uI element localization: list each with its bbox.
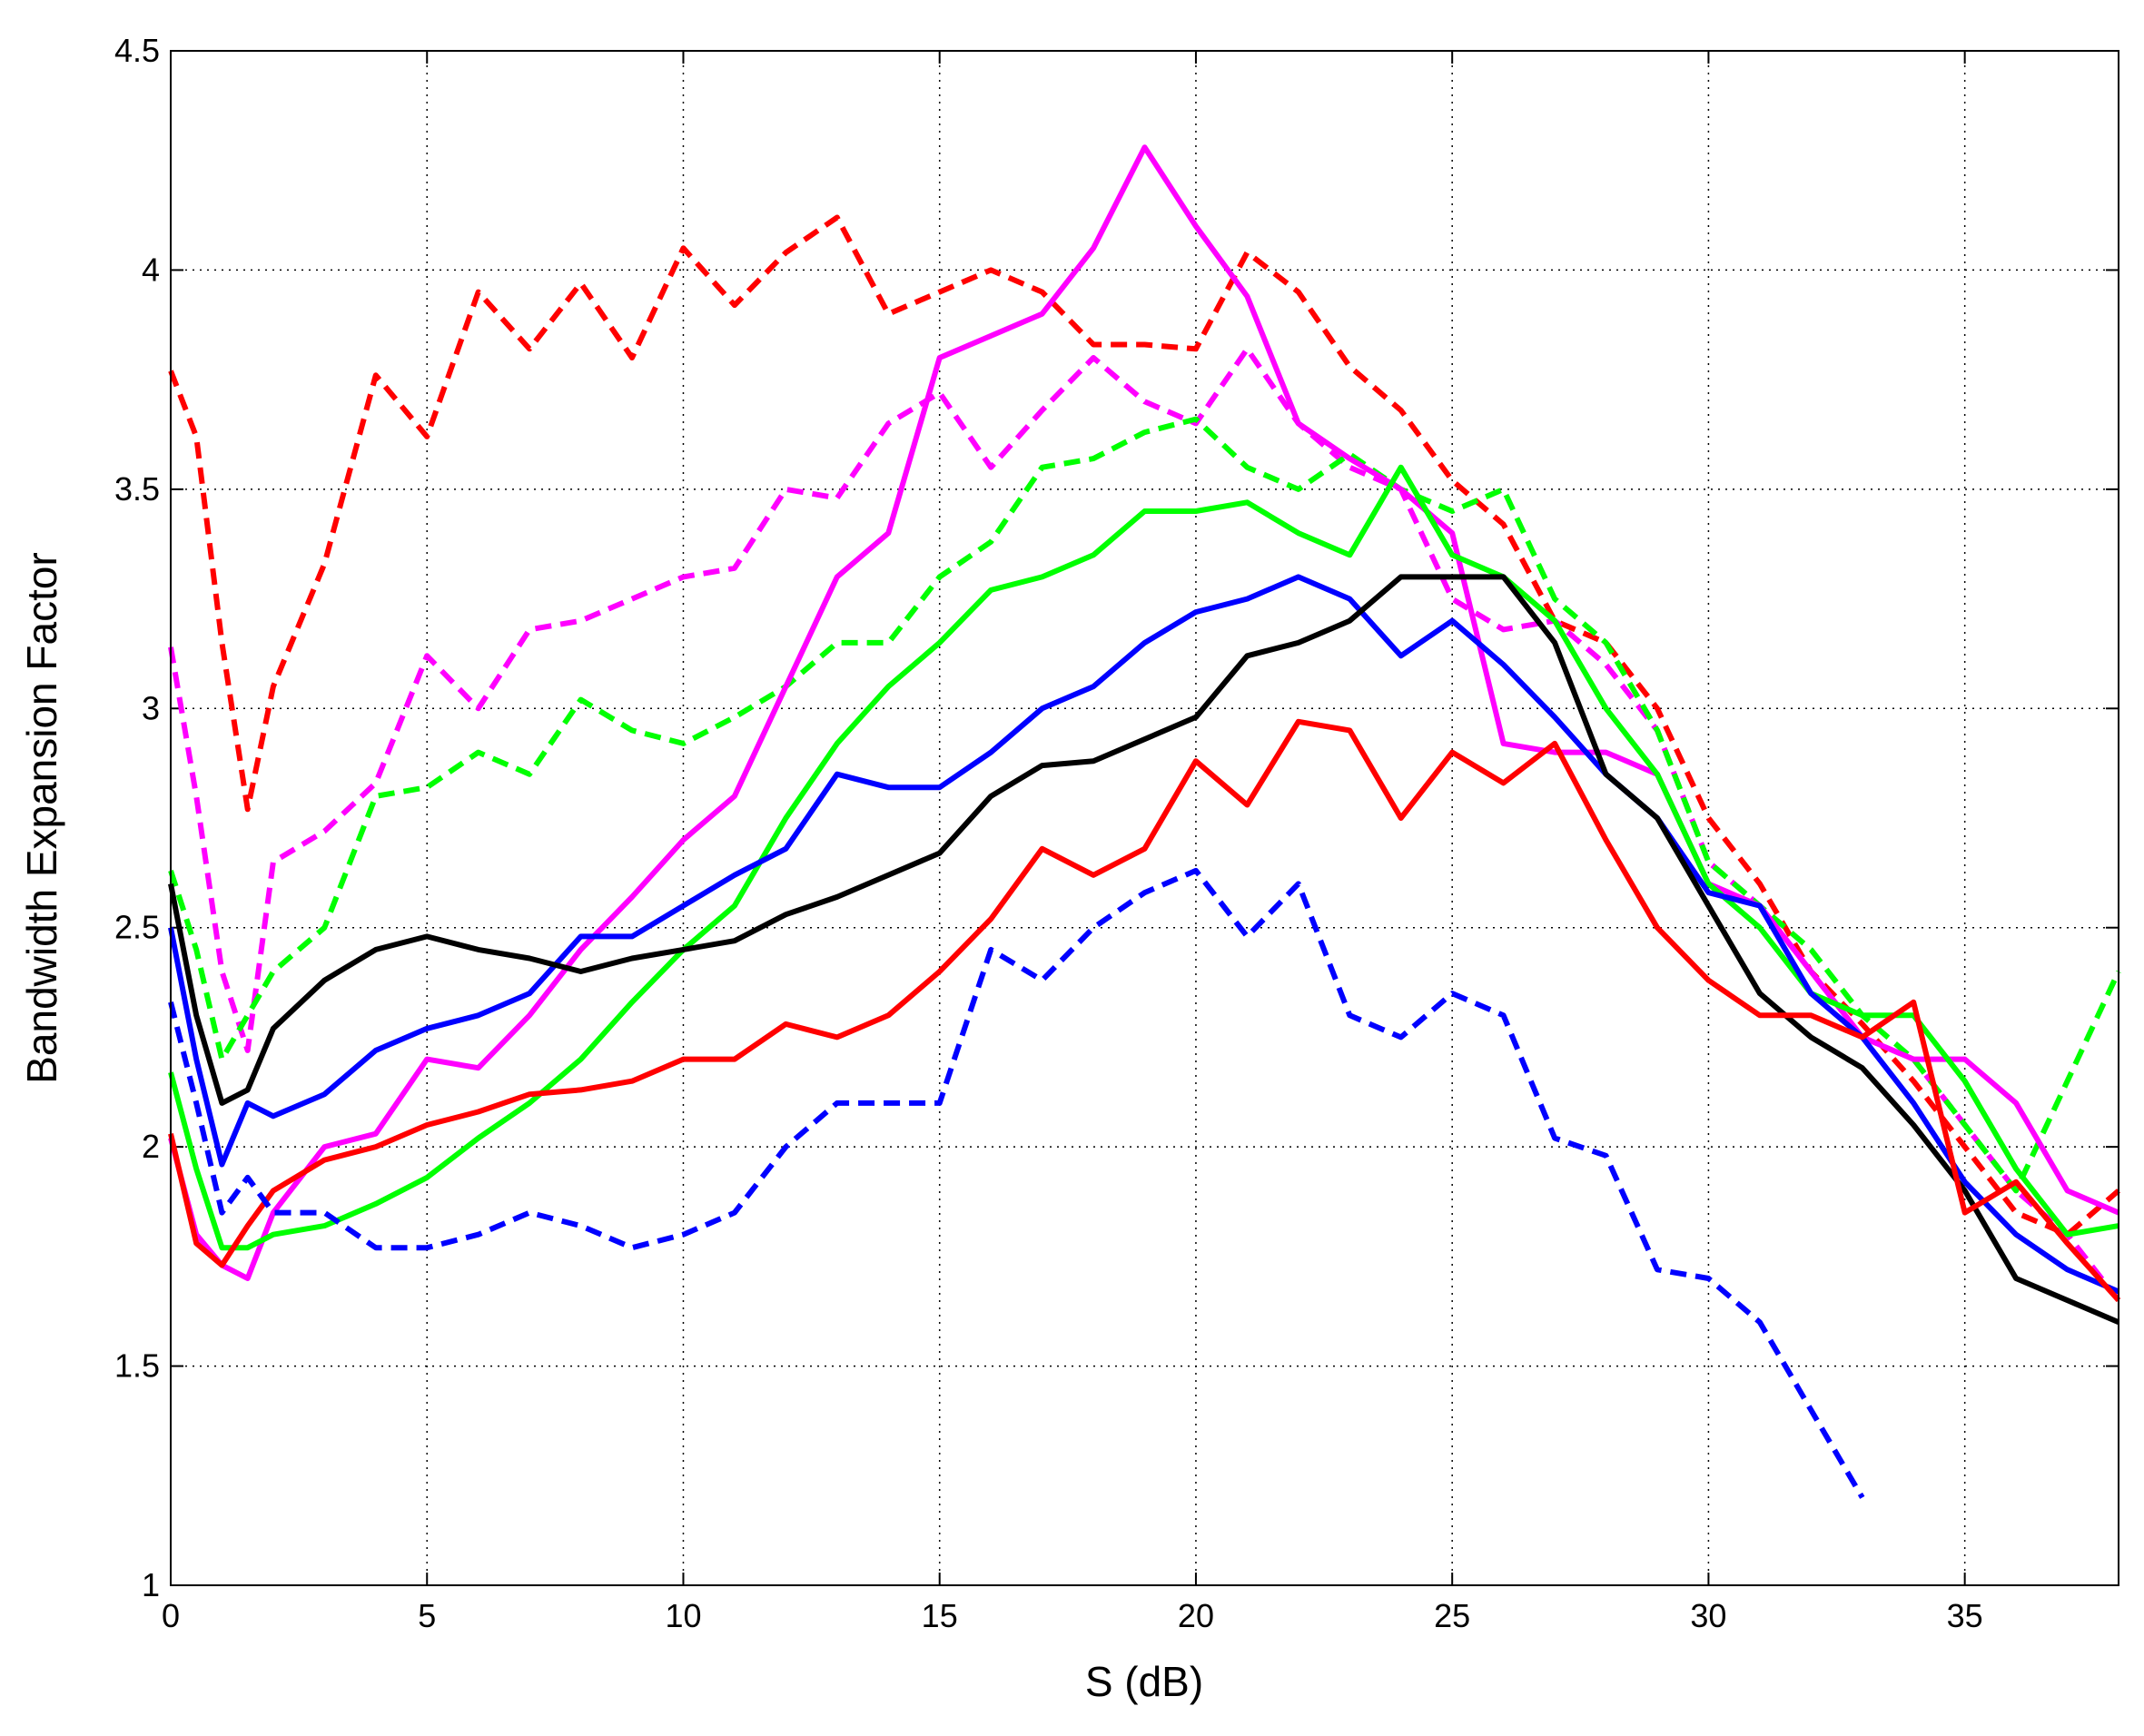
series-line [168,867,1865,1499]
x-tick-label: 10 [665,1597,701,1634]
series-line [168,464,2119,1251]
y-tick-label: 4 [142,251,160,288]
series-line [168,214,2120,1238]
y-tick-label: 2.5 [114,909,160,946]
x-tick-label: 20 [1178,1597,1214,1634]
x-tick-label: 0 [162,1597,180,1634]
plot-frame [170,50,2119,1586]
x-tick-label: 25 [1434,1597,1470,1634]
x-tick-label: 30 [1690,1597,1726,1634]
series-line [168,574,2120,1326]
x-tick-label: 15 [922,1597,958,1634]
y-tick-label: 3 [142,689,160,726]
y-tick-label: 3.5 [114,470,160,508]
y-axis-label: Bandwidth Expansion Factor [18,552,65,1084]
series-line [168,718,2121,1303]
x-tick-label: 5 [418,1597,436,1634]
series-line [168,416,2121,1194]
series-line [168,144,2120,1281]
x-axis-label: S (dB) [1085,1658,1203,1705]
y-tick-label: 1.5 [114,1347,160,1385]
x-tick-label: 35 [1947,1597,1983,1634]
y-tick-label: 2 [142,1128,160,1165]
series-line [168,574,2120,1295]
y-tick-label: 4.5 [114,32,160,69]
y-tick-label: 1 [142,1566,160,1603]
